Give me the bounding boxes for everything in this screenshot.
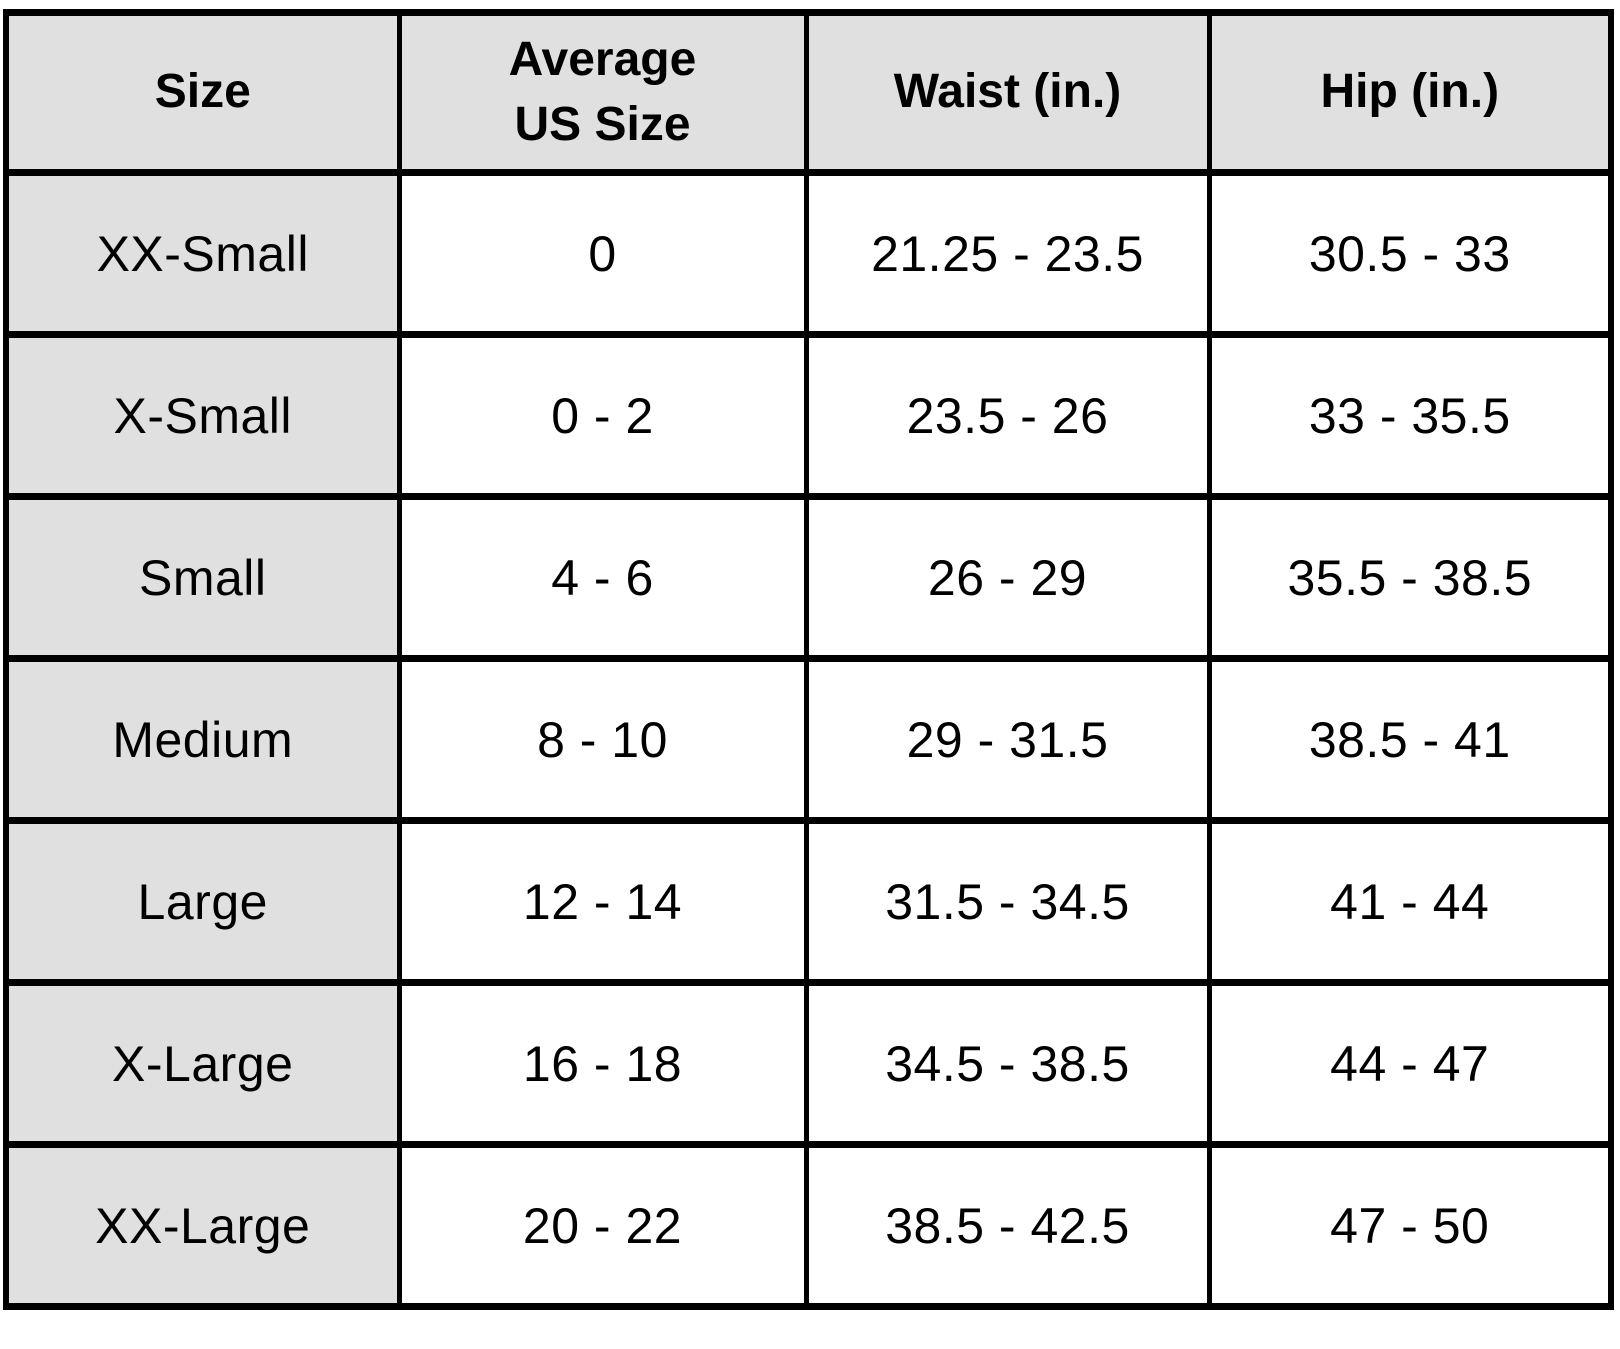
table-row: XX-Large 20 - 22 38.5 - 42.5 47 - 50 xyxy=(3,1141,1614,1310)
hip-cell: 47 - 50 xyxy=(1206,1141,1614,1310)
size-cell: XX-Large xyxy=(3,1141,402,1310)
us-size-cell: 20 - 22 xyxy=(396,1141,809,1310)
size-chart-body: XX-Small 0 21.25 - 23.5 30.5 - 33 X-Smal… xyxy=(3,169,1614,1310)
size-chart-table: Size Average US Size Waist (in.) Hip (in… xyxy=(3,9,1614,1310)
header-row: Size Average US Size Waist (in.) Hip (in… xyxy=(3,9,1614,176)
table-row: X-Small 0 - 2 23.5 - 26 33 - 35.5 xyxy=(3,331,1614,500)
table-row: X-Large 16 - 18 34.5 - 38.5 44 - 47 xyxy=(3,979,1614,1148)
waist-cell: 34.5 - 38.5 xyxy=(803,979,1212,1148)
us-size-cell: 8 - 10 xyxy=(396,655,809,824)
waist-cell: 31.5 - 34.5 xyxy=(803,817,1212,986)
hip-cell: 30.5 - 33 xyxy=(1206,169,1614,338)
column-header-size: Size xyxy=(3,9,402,176)
waist-cell: 26 - 29 xyxy=(803,493,1212,662)
us-size-cell: 4 - 6 xyxy=(396,493,809,662)
waist-cell: 21.25 - 23.5 xyxy=(803,169,1212,338)
waist-cell: 23.5 - 26 xyxy=(803,331,1212,500)
table-row: Large 12 - 14 31.5 - 34.5 41 - 44 xyxy=(3,817,1614,986)
column-header-waist: Waist (in.) xyxy=(803,9,1212,176)
table-row: XX-Small 0 21.25 - 23.5 30.5 - 33 xyxy=(3,169,1614,338)
column-header-hip: Hip (in.) xyxy=(1206,9,1614,176)
us-size-cell: 16 - 18 xyxy=(396,979,809,1148)
waist-cell: 38.5 - 42.5 xyxy=(803,1141,1212,1310)
us-size-cell: 0 xyxy=(396,169,809,338)
size-cell: XX-Small xyxy=(3,169,402,338)
size-chart-header: Size Average US Size Waist (in.) Hip (in… xyxy=(3,9,1614,176)
size-cell: Small xyxy=(3,493,402,662)
us-size-cell: 0 - 2 xyxy=(396,331,809,500)
size-cell: Medium xyxy=(3,655,402,824)
hip-cell: 38.5 - 41 xyxy=(1206,655,1614,824)
column-header-us-size: Average US Size xyxy=(396,9,809,176)
table-row: Small 4 - 6 26 - 29 35.5 - 38.5 xyxy=(3,493,1614,662)
hip-cell: 44 - 47 xyxy=(1206,979,1614,1148)
hip-cell: 41 - 44 xyxy=(1206,817,1614,986)
hip-cell: 33 - 35.5 xyxy=(1206,331,1614,500)
size-cell: X-Large xyxy=(3,979,402,1148)
size-cell: X-Small xyxy=(3,331,402,500)
waist-cell: 29 - 31.5 xyxy=(803,655,1212,824)
size-cell: Large xyxy=(3,817,402,986)
hip-cell: 35.5 - 38.5 xyxy=(1206,493,1614,662)
table-row: Medium 8 - 10 29 - 31.5 38.5 - 41 xyxy=(3,655,1614,824)
us-size-cell: 12 - 14 xyxy=(396,817,809,986)
